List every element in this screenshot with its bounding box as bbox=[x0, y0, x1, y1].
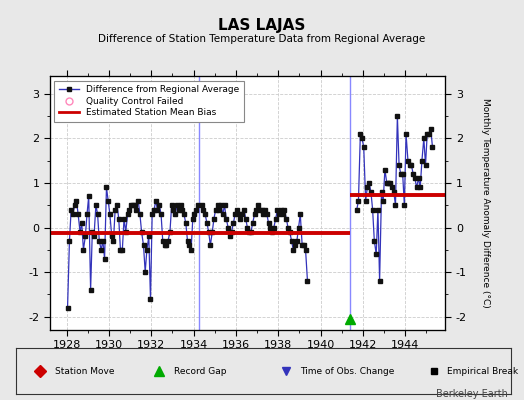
Text: Station Move: Station Move bbox=[56, 366, 115, 376]
Y-axis label: Monthly Temperature Anomaly Difference (°C): Monthly Temperature Anomaly Difference (… bbox=[481, 98, 490, 308]
Text: Time of Obs. Change: Time of Obs. Change bbox=[300, 366, 395, 376]
Text: Empirical Break: Empirical Break bbox=[446, 366, 518, 376]
Text: Record Gap: Record Gap bbox=[174, 366, 227, 376]
Text: LAS LAJAS: LAS LAJAS bbox=[219, 18, 305, 33]
Text: Berkeley Earth: Berkeley Earth bbox=[436, 389, 508, 399]
Text: Difference of Station Temperature Data from Regional Average: Difference of Station Temperature Data f… bbox=[99, 34, 425, 44]
Legend: Difference from Regional Average, Quality Control Failed, Estimated Station Mean: Difference from Regional Average, Qualit… bbox=[54, 80, 244, 122]
